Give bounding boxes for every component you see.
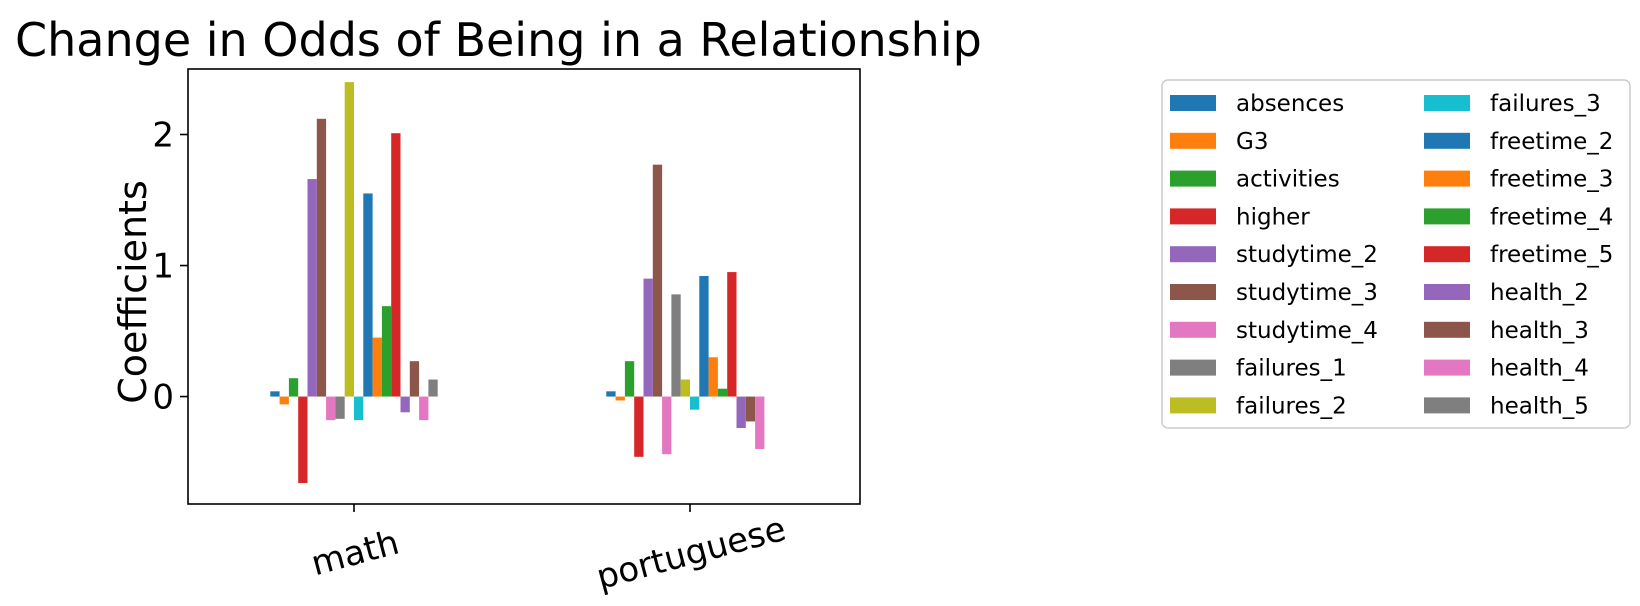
plot-frame — [187, 68, 861, 505]
bar-activities-portuguese — [624, 361, 635, 397]
bar-health_4-math — [419, 396, 429, 421]
bar-health_2-math — [400, 396, 410, 413]
bar-studytime_2-math — [307, 179, 317, 397]
legend-label: higher — [1236, 204, 1310, 230]
legend-swatch — [1424, 397, 1470, 414]
y-axis: 0 1 2 — [152, 116, 188, 418]
x-axis: math portuguese — [307, 504, 790, 598]
legend-swatch — [1170, 208, 1216, 225]
legend-swatch — [1170, 132, 1216, 149]
legend-swatch — [1170, 284, 1216, 300]
legend-frame — [1161, 79, 1631, 429]
bar-studytime_4-portuguese — [662, 396, 672, 455]
legend-swatch — [1170, 170, 1216, 187]
x-tick-label: math — [307, 523, 403, 585]
chart-title: Change in Odds of Being in a Relationshi… — [15, 13, 982, 67]
y-axis-label: Coefficients — [111, 180, 155, 404]
legend-swatch — [1170, 95, 1216, 111]
legend-swatch — [1424, 170, 1470, 187]
y-tick-label: 2 — [152, 116, 174, 156]
legend-label: studytime_3 — [1236, 280, 1378, 306]
legend-label: failures_3 — [1490, 91, 1601, 117]
legend-label: freetime_5 — [1490, 242, 1613, 268]
bar-health_5-math — [428, 379, 438, 397]
bar-freetime_2-math — [363, 193, 373, 397]
legend-swatch — [1424, 246, 1470, 263]
legend-label: freetime_2 — [1490, 129, 1613, 155]
bar-studytime_3-portuguese — [652, 164, 663, 397]
legend-label: failures_2 — [1236, 393, 1347, 419]
legend-swatch — [1170, 321, 1216, 338]
legend-swatch — [1424, 321, 1470, 338]
bar-failures_3-portuguese — [690, 396, 700, 410]
bar-health_2-portuguese — [736, 396, 746, 429]
bar-absences-math — [270, 391, 280, 397]
legend-swatch — [1170, 359, 1216, 376]
legend-label: health_5 — [1490, 393, 1589, 419]
bar-activities-math — [288, 378, 299, 397]
legend-swatch — [1424, 284, 1470, 300]
bar-health_3-math — [409, 361, 420, 397]
bar-studytime_4-math — [326, 396, 336, 421]
bar-failures_3-math — [354, 396, 364, 421]
bar-health_4-portuguese — [755, 396, 765, 449]
bar-G3-math — [279, 396, 289, 405]
bar-absences-portuguese — [606, 391, 616, 397]
legend-label: health_3 — [1490, 318, 1589, 344]
bar-failures_2-portuguese — [680, 379, 690, 397]
legend-label: freetime_3 — [1490, 167, 1613, 193]
bar-studytime_3-math — [316, 118, 327, 397]
plot-area — [270, 82, 765, 484]
bar-failures_1-math — [335, 396, 345, 419]
legend-label: failures_1 — [1236, 356, 1347, 382]
legend-swatch — [1424, 132, 1470, 149]
legend-label: health_2 — [1490, 280, 1589, 306]
legend-label: G3 — [1236, 129, 1268, 155]
x-tick-label: portuguese — [592, 509, 790, 598]
bar-freetime_3-portuguese — [708, 357, 718, 397]
bar-higher-math — [298, 396, 308, 484]
bar-freetime_3-math — [372, 337, 382, 397]
legend-label: health_4 — [1490, 356, 1589, 382]
bar-studytime_2-portuguese — [643, 278, 653, 397]
bar-freetime_4-portuguese — [717, 388, 728, 397]
legend: absences G3 activities higher studytime_2stu… — [1161, 79, 1631, 429]
bar-higher-portuguese — [634, 396, 644, 457]
bar-freetime_2-portuguese — [699, 276, 709, 397]
legend-label: absences — [1236, 91, 1344, 117]
bar-health_3-portuguese — [745, 396, 756, 422]
bar-freetime_4-math — [381, 306, 392, 397]
legend-swatch — [1424, 95, 1470, 111]
legend-swatch — [1170, 246, 1216, 263]
legend-label: studytime_4 — [1236, 318, 1378, 344]
bar-failures_1-portuguese — [671, 294, 681, 397]
legend-swatch — [1424, 208, 1470, 225]
legend-swatch — [1170, 397, 1216, 414]
legend-label: studytime_2 — [1236, 242, 1378, 268]
y-tick-label: 1 — [152, 247, 174, 287]
y-tick-label: 0 — [152, 378, 174, 418]
bar-failures_2-math — [344, 82, 354, 397]
legend-label: freetime_4 — [1490, 204, 1613, 230]
bar-freetime_5-math — [391, 133, 401, 397]
bar-freetime_5-portuguese — [727, 272, 737, 397]
legend-swatch — [1424, 359, 1470, 376]
bar-G3-portuguese — [615, 396, 625, 401]
legend-label: activities — [1236, 167, 1340, 193]
